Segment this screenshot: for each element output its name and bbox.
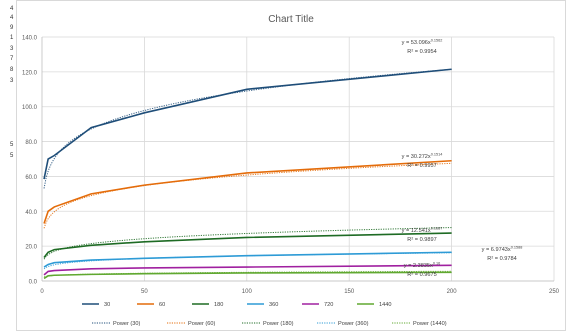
y-tick-label: 40.0 [25, 210, 37, 216]
trendline [43, 162, 452, 229]
series-line-720 [43, 264, 452, 276]
legend-label: 30 [104, 302, 110, 308]
y-axis-ticks: 0.0 20.0 40.0 60.0 80.0 100.0 120.0 140.0 [22, 36, 38, 286]
legend-label: 720 [324, 302, 333, 308]
y-tick-label: 60.0 [25, 175, 37, 181]
x-tick-label: 50 [141, 289, 148, 295]
chart-border [16, 0, 566, 331]
cell-value: 5 [10, 142, 14, 148]
legend-label: Power (60) [188, 321, 215, 327]
legend-label: Power (360) [338, 321, 369, 327]
equation-text: y = 30.272x [402, 154, 431, 160]
trendline-r-squared: R² = 0.9784 [487, 256, 516, 262]
x-tick-label: 250 [549, 289, 560, 295]
trendline-equation: y = 30.272x0.1514 [402, 153, 443, 161]
series-line-60 [43, 159, 452, 224]
x-tick-label: 100 [242, 289, 253, 295]
cell-value: 5 [10, 153, 14, 159]
x-tick-label: 150 [344, 289, 355, 295]
series-line-360 [43, 251, 452, 268]
trendline [43, 252, 452, 270]
cell-value: 3 [10, 78, 14, 84]
series-line-1440 [43, 271, 452, 280]
equation-text: y = 12.541x [402, 228, 431, 234]
legend-label: Power (30) [113, 321, 140, 327]
x-axis-ticks: 0 50 100 150 200 250 [40, 289, 559, 295]
cell-value: 8 [10, 67, 14, 73]
trendline-equation: y = 2.3835x0.16 [404, 262, 440, 270]
trendline [43, 227, 452, 260]
equation-exponent: 0.16 [433, 262, 440, 266]
series-line-180 [43, 232, 452, 258]
equation-exponent: 0.1588 [511, 246, 523, 250]
y-tick-label: 0.0 [29, 280, 38, 286]
spreadsheet-cell-column: 4 4 9 1 3 7 8 3 5 5 [0, 0, 16, 331]
cell-value: 9 [10, 25, 14, 31]
equation-exponent: 0.1687 [431, 227, 443, 231]
equation-text: y = 2.3835x [404, 263, 433, 269]
y-tick-label: 100.0 [22, 105, 38, 111]
legend-label: 1440 [379, 302, 391, 308]
legend-label: 360 [269, 302, 278, 308]
chart-title: Chart Title [268, 14, 314, 25]
trendline-r-squared: R² = 0.9897 [407, 237, 436, 243]
trendlines [43, 68, 452, 278]
y-tick-label: 20.0 [25, 245, 37, 251]
cell-value: 4 [10, 15, 14, 21]
legend-label: Power (180) [263, 321, 294, 327]
cell-value: 7 [10, 56, 14, 62]
trendline [43, 270, 452, 278]
legend-label: Power (1440) [413, 321, 447, 327]
cell-value: 1 [10, 35, 14, 41]
x-tick-label: 200 [447, 289, 458, 295]
cell-value: 4 [10, 6, 14, 12]
trendline-r-squared: R² = 0.9675 [407, 272, 436, 278]
trendline-equation: y = 53.096x0.1562 [402, 39, 443, 47]
cell-value: 3 [10, 46, 14, 52]
equation-text: y = 6.9743x [482, 247, 511, 253]
trendline-r-squared: R² = 0.9957 [407, 163, 436, 169]
series-lines [43, 68, 452, 280]
legend-label: 180 [214, 302, 223, 308]
chart-svg: Chart Title 0.0 20.0 40.0 60.0 80.0 100.0 120.… [16, 0, 566, 331]
x-tick-label: 0 [40, 289, 44, 295]
trendline-r-squared: R² = 0.9954 [407, 49, 436, 55]
equation-exponent: 0.1562 [431, 39, 443, 43]
legend-label: 60 [159, 302, 165, 308]
trendline-equation: y = 12.541x0.1687 [402, 227, 443, 235]
legend: 30 60 180 360 720 1440 Power (30) Power (60) Pow… [82, 302, 447, 327]
equation-text: y = 53.096x [402, 40, 431, 46]
equation-exponent: 0.1514 [431, 153, 443, 157]
gridlines [41, 36, 555, 282]
chart-area[interactable]: Chart Title 0.0 20.0 40.0 60.0 80.0 100.0 120.… [16, 0, 566, 331]
y-tick-label: 140.0 [22, 36, 38, 42]
trendline-equation: y = 6.9743x0.1588 [482, 246, 523, 254]
y-tick-label: 80.0 [25, 140, 37, 146]
series-line-30 [43, 68, 452, 180]
y-tick-label: 120.0 [22, 70, 38, 76]
